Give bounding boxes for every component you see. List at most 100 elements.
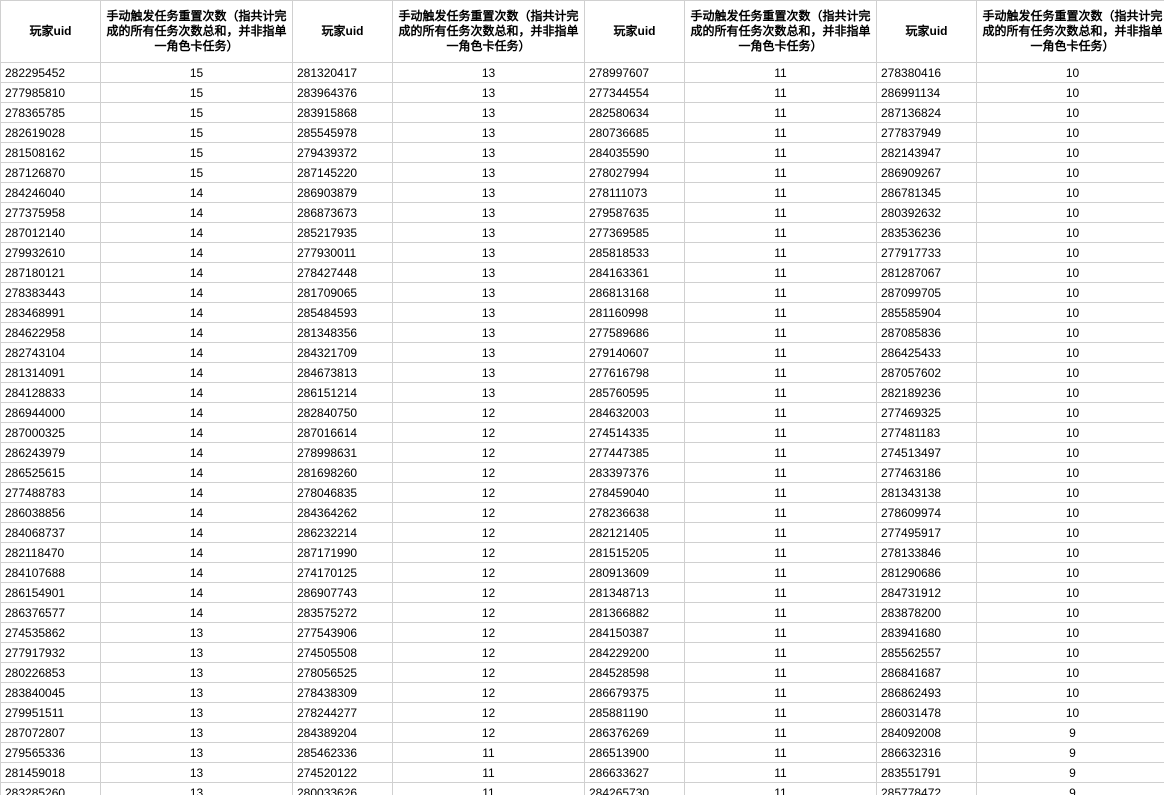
uid-cell: 278997607 <box>585 63 685 83</box>
uid-cell: 285881190 <box>585 703 685 723</box>
uid-cell: 283468991 <box>1 303 101 323</box>
uid-cell: 284068737 <box>1 523 101 543</box>
table-row: 2838400451327843830912286679375112868624… <box>1 683 1164 703</box>
uid-cell: 280392632 <box>877 203 977 223</box>
count-cell: 11 <box>685 543 877 563</box>
count-cell: 10 <box>977 523 1164 543</box>
count-cell: 11 <box>685 383 877 403</box>
count-cell: 12 <box>393 563 585 583</box>
uid-cell: 282580634 <box>585 103 685 123</box>
uid-cell: 282743104 <box>1 343 101 363</box>
uid-cell: 286991134 <box>877 83 977 103</box>
table-row: 2840687371428623221412282121405112774959… <box>1 523 1164 543</box>
table-row: 2861549011428690774312281348713112847319… <box>1 583 1164 603</box>
uid-cell: 277488783 <box>1 483 101 503</box>
uid-cell: 284229200 <box>585 643 685 663</box>
uid-cell: 278236638 <box>585 503 685 523</box>
uid-cell: 281348713 <box>585 583 685 603</box>
count-cell: 14 <box>101 583 293 603</box>
uid-cell: 281366882 <box>585 603 685 623</box>
uid-cell: 281709065 <box>293 283 393 303</box>
count-cell: 15 <box>101 83 293 103</box>
table-row: 2795653361328546233611286513900112866323… <box>1 743 1164 763</box>
uid-cell: 286525615 <box>1 463 101 483</box>
uid-cell: 278383443 <box>1 283 101 303</box>
uid-cell: 284246040 <box>1 183 101 203</box>
uid-cell: 278609974 <box>877 503 977 523</box>
count-cell: 12 <box>393 583 585 603</box>
table-row: 2862439791427899863112277447385112745134… <box>1 443 1164 463</box>
count-cell: 10 <box>977 683 1164 703</box>
table-row: 2799515111327824427712285881190112860314… <box>1 703 1164 723</box>
count-cell: 10 <box>977 443 1164 463</box>
uid-cell: 282189236 <box>877 383 977 403</box>
uid-cell: 281698260 <box>293 463 393 483</box>
count-cell: 12 <box>393 503 585 523</box>
uid-cell: 274513497 <box>877 443 977 463</box>
count-cell: 11 <box>685 203 877 223</box>
count-cell: 11 <box>685 323 877 343</box>
uid-cell: 286679375 <box>585 683 685 703</box>
count-cell: 13 <box>393 363 585 383</box>
header-uid-3: 玩家uid <box>585 1 685 63</box>
count-cell: 11 <box>685 643 877 663</box>
count-cell: 13 <box>101 783 293 795</box>
count-cell: 11 <box>685 343 877 363</box>
uid-cell: 285484593 <box>293 303 393 323</box>
count-cell: 11 <box>685 363 877 383</box>
uid-cell: 284632003 <box>585 403 685 423</box>
count-cell: 9 <box>977 743 1164 763</box>
uid-cell: 277837949 <box>877 123 977 143</box>
uid-cell: 281314091 <box>1 363 101 383</box>
count-cell: 10 <box>977 603 1164 623</box>
uid-cell: 277917733 <box>877 243 977 263</box>
uid-cell: 277481183 <box>877 423 977 443</box>
count-cell: 10 <box>977 183 1164 203</box>
table-row: 2869440001428284075012284632003112774693… <box>1 403 1164 423</box>
uid-cell: 283941680 <box>877 623 977 643</box>
table-row: 2863765771428357527212281366882112838782… <box>1 603 1164 623</box>
uid-cell: 287126870 <box>1 163 101 183</box>
count-cell: 11 <box>685 483 877 503</box>
count-cell: 11 <box>685 243 877 263</box>
uid-cell: 283397376 <box>585 463 685 483</box>
uid-cell: 278027994 <box>585 163 685 183</box>
count-cell: 12 <box>393 643 585 663</box>
count-cell: 15 <box>101 163 293 183</box>
count-cell: 13 <box>393 203 585 223</box>
count-cell: 13 <box>393 103 585 123</box>
count-cell: 13 <box>101 723 293 743</box>
uid-cell: 278459040 <box>585 483 685 503</box>
uid-cell: 278998631 <box>293 443 393 463</box>
uid-cell: 278438309 <box>293 683 393 703</box>
uid-cell: 287145220 <box>293 163 393 183</box>
count-cell: 13 <box>101 643 293 663</box>
uid-cell: 286633627 <box>585 763 685 783</box>
count-cell: 11 <box>685 283 877 303</box>
count-cell: 13 <box>393 383 585 403</box>
uid-cell: 278046835 <box>293 483 393 503</box>
uid-cell: 285818533 <box>585 243 685 263</box>
table-row: 2841076881427417012512280913609112812906… <box>1 563 1164 583</box>
count-cell: 13 <box>393 83 585 103</box>
count-cell: 13 <box>393 323 585 343</box>
uid-cell: 283575272 <box>293 603 393 623</box>
count-cell: 12 <box>393 523 585 543</box>
uid-cell: 277589686 <box>585 323 685 343</box>
uid-cell: 278111073 <box>585 183 685 203</box>
count-cell: 11 <box>685 143 877 163</box>
uid-cell: 277463186 <box>877 463 977 483</box>
uid-cell: 274535862 <box>1 623 101 643</box>
count-cell: 11 <box>685 463 877 483</box>
uid-cell: 283840045 <box>1 683 101 703</box>
uid-cell: 281343138 <box>877 483 977 503</box>
count-cell: 13 <box>101 703 293 723</box>
count-cell: 14 <box>101 463 293 483</box>
count-cell: 10 <box>977 323 1164 343</box>
table-row: 2799326101427793001113285818533112779177… <box>1 243 1164 263</box>
uid-cell: 277344554 <box>585 83 685 103</box>
count-cell: 14 <box>101 323 293 343</box>
table-row: 2815081621527943937213284035590112821439… <box>1 143 1164 163</box>
table-row: 2779858101528396437613277344554112869911… <box>1 83 1164 103</box>
count-cell: 12 <box>393 463 585 483</box>
